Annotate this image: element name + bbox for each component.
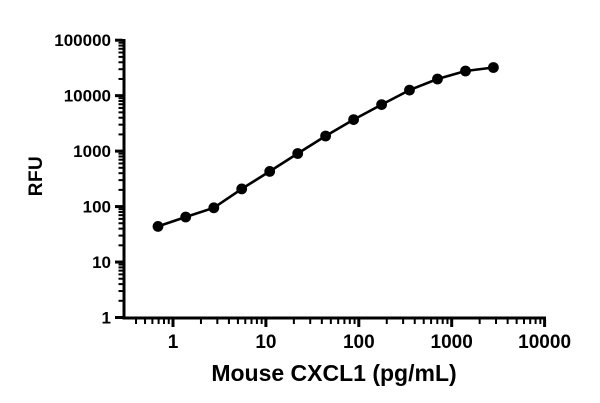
x-tick-label: 100 — [343, 332, 375, 353]
data-point — [208, 202, 220, 214]
y-tick-label: 100000 — [54, 31, 111, 50]
x-tick-label: 1000 — [431, 332, 473, 353]
data-point — [236, 183, 248, 195]
data-point — [376, 99, 387, 110]
axes-layer: 1 10 100 1000 10000 1 10 100 1000 10000 100000 — [54, 31, 571, 353]
data-point — [348, 114, 359, 125]
data-point — [460, 65, 471, 77]
x-tick-label: 1 — [168, 332, 179, 353]
series-layer — [152, 62, 499, 232]
y-tick-label: 1 — [102, 309, 111, 328]
curve-line — [156, 66, 495, 228]
data-point — [432, 73, 443, 85]
y-axis-title: RFU — [26, 156, 47, 197]
y-tick-label: 100 — [83, 198, 111, 217]
x-tick-label: 10000 — [518, 332, 571, 353]
y-tick-label: 10000 — [64, 87, 111, 106]
data-point — [320, 130, 331, 142]
data-point — [292, 148, 304, 159]
data-point — [180, 211, 192, 223]
x-axis-title: Mouse CXCL1 (pg/mL) — [211, 360, 456, 386]
data-point — [264, 166, 276, 177]
data-point — [488, 62, 499, 73]
y-tick-label: 1000 — [73, 142, 111, 161]
data-point — [152, 221, 164, 232]
y-tick-label: 10 — [92, 253, 111, 272]
data-point — [404, 84, 415, 96]
x-tick-label: 10 — [255, 332, 276, 353]
